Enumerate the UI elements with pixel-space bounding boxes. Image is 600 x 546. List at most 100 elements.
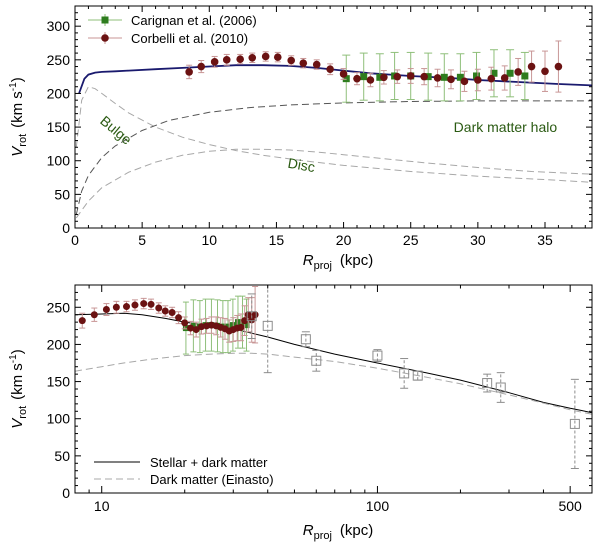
top-corbelli-point	[248, 52, 257, 64]
legend-entry-corbelli: Corbelli et al. (2010)	[88, 31, 248, 46]
top-x-tick-label: 20	[336, 232, 352, 248]
bottom-y-tick-label: 200	[47, 336, 71, 352]
top-corbelli-point	[366, 72, 375, 88]
top-carignan-point	[506, 49, 515, 98]
top-corbelli-point	[353, 72, 361, 86]
top-corbelli-point	[527, 50, 536, 83]
bottom-corbelli-point	[175, 311, 183, 325]
top-corbelli-point	[420, 68, 428, 86]
bottom-corbelli-point	[217, 317, 225, 338]
legend-carignan-marker	[101, 16, 109, 24]
bottom-corbelli-point	[241, 305, 249, 337]
bottom-carignan-point	[243, 298, 250, 352]
bottom-corbelli-point	[155, 302, 163, 314]
bottom-corbelli-point	[90, 307, 98, 322]
bottom-outer-point	[482, 373, 493, 393]
top-carignan-point	[375, 53, 384, 102]
top-carignan-point	[472, 51, 481, 101]
bottom-corbelli-point	[112, 300, 120, 314]
top-y-tick-label: 0	[62, 220, 70, 236]
top-y-tick-label: 200	[47, 85, 71, 101]
top-corbelli-point	[393, 69, 402, 84]
bottom-x-tick-label: 10	[94, 498, 110, 514]
top-carignan-point	[456, 53, 465, 102]
top-plot-frame	[74, 5, 593, 229]
top-corbelli-point	[554, 40, 563, 93]
bottom-curve-dark-matter-einasto-	[75, 352, 592, 415]
bottom-corbelli-point	[203, 317, 211, 334]
bottom-outer-point	[495, 372, 506, 403]
top-corbelli-point	[447, 69, 455, 90]
bottom-corbelli-point	[102, 303, 110, 316]
top-carignan-point	[489, 49, 498, 98]
bottom-y-tick-label: 250	[47, 299, 71, 315]
top-y-tick-label: 50	[54, 186, 70, 202]
bottom-y-tick-label: 100	[47, 411, 71, 427]
top-x-tick-label: 35	[537, 232, 553, 248]
top-corbelli-point	[433, 68, 442, 88]
top-carignan-point	[520, 51, 529, 101]
legend-corbelli-marker	[101, 34, 109, 42]
top-corbelli-point	[273, 51, 282, 63]
bottom-axis-ticks: 10 100 500 0 50 100 150 200 250	[47, 285, 593, 514]
top-corbelli-point	[287, 55, 296, 66]
top-carignan-point	[342, 54, 351, 103]
top-corbelli-point	[514, 57, 522, 86]
bottom-outer-point	[300, 331, 311, 348]
top-x-tick-label: 5	[138, 232, 146, 248]
top-corbelli-point	[197, 59, 206, 74]
bottom-corbelli-point	[123, 300, 131, 313]
bottom-outer-point	[262, 285, 273, 374]
top-corbelli-point	[460, 70, 469, 92]
top-y-axis-label: Vrot(km s-1)	[8, 77, 29, 156]
top-y-tick-label: 250	[47, 52, 71, 68]
annotation-dark-matter-halo: Dark matter halo	[454, 119, 558, 135]
top-x-axis-label: Rproj (kpc)	[303, 252, 374, 272]
legend-stellar-dm-label: Stellar + dark matter	[150, 455, 268, 470]
bottom-y-tick-label: 150	[47, 374, 71, 390]
annotation-disc: Disc	[287, 155, 317, 175]
bottom-curve-stellar-dark-matter	[75, 312, 592, 414]
top-curve-bulge	[75, 86, 592, 183]
bottom-y-tick-label: 50	[54, 448, 70, 464]
bottom-x-axis-label: Rproj (kpc)	[303, 522, 374, 542]
top-corbelli-point	[299, 57, 308, 69]
bottom-corbelli-point	[168, 306, 176, 319]
bottom-x-tick-label: 100	[366, 498, 390, 514]
top-x-tick-label: 10	[201, 232, 217, 248]
top-corbelli-point	[210, 55, 219, 68]
top-corbelli-point	[487, 66, 496, 91]
top-carignan-point	[440, 53, 449, 102]
top-corbelli-point	[380, 70, 388, 85]
top-curve-dark-matter-halo	[75, 100, 592, 215]
top-axis-ticks: 0 5 10 15 20 25 30 35 0 50 100 150 200 250 300	[47, 6, 592, 248]
bottom-x-tick-label: 500	[558, 498, 582, 514]
top-corbelli-point	[185, 64, 193, 80]
top-corbelli-point	[339, 68, 348, 80]
bottom-corbelli-point	[161, 305, 169, 317]
legend-einasto-label: Dark matter (Einasto)	[150, 472, 274, 487]
bottom-corbelli-point	[140, 297, 148, 310]
top-legend: Carignan et al. (2006) Corbelli et al. (…	[88, 13, 257, 46]
bottom-y-tick-label: 0	[62, 485, 70, 501]
top-corbelli-point	[474, 68, 482, 92]
bottom-y-axis-label: Vrot(km s-1)	[8, 349, 29, 428]
bottom-plot-area	[75, 285, 592, 469]
top-corbelli-point	[222, 53, 231, 66]
top-corbelli-point	[500, 65, 509, 91]
bottom-outer-point	[311, 349, 322, 372]
annotation-bulge: Bulge	[97, 112, 135, 147]
top-x-tick-label: 15	[269, 232, 285, 248]
top-curve-total-model	[78, 64, 592, 94]
top-y-tick-label: 100	[47, 153, 71, 169]
bottom-outer-point	[372, 349, 383, 363]
top-x-tick-label: 0	[71, 232, 79, 248]
top-corbelli-point	[312, 59, 321, 70]
top-panel: 0 5 10 15 20 25 30 35 0 50 100 150 200 250 300 Vrot(km…	[8, 5, 593, 272]
top-corbelli-point	[261, 51, 270, 62]
bottom-panel: 10 100 500 0 50 100 150 200 250 Vrot(km s-1) Rpr…	[8, 284, 593, 542]
top-carignan-point	[424, 52, 433, 101]
bottom-corbelli-point	[181, 316, 189, 330]
bottom-corbelli-point	[251, 285, 259, 344]
top-corbelli-point	[326, 63, 334, 76]
